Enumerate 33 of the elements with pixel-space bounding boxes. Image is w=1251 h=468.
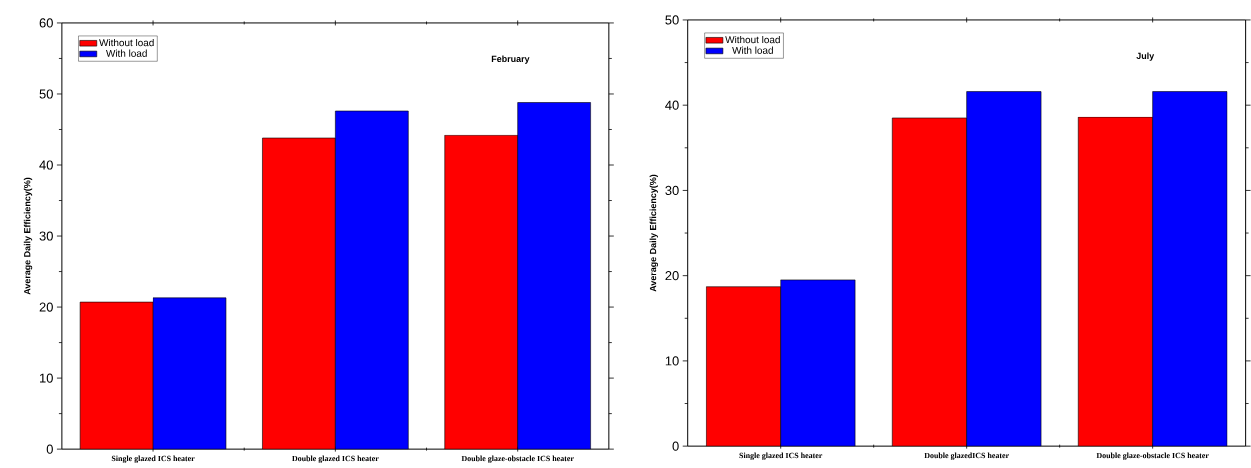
bar [1152,91,1228,447]
y-tick-label: 50 [39,89,53,99]
text: February [491,55,530,64]
bar [966,91,1042,447]
y-tick-label: 10 [665,356,679,366]
bar [444,134,518,450]
bar [80,302,154,450]
y-axis-title: Average Daily Efficiency(%) [23,177,33,295]
y-tick-label: 50 [665,15,679,25]
bar [335,110,409,450]
y-axis-title: Average Daily Efficiency(%) [649,174,659,292]
legend-label: Without load [725,35,780,44]
y-tick-label: 0 [672,441,679,451]
bar [517,102,591,450]
y-tick-label: 40 [665,100,679,110]
bar [262,137,336,450]
y-tick-label: 20 [665,271,679,281]
y-tick-label: 30 [665,185,679,195]
y-tick-label: 10 [40,373,53,383]
y-tick-label: 60 [39,18,53,28]
legend-label: With load [106,49,147,57]
text: July [1136,52,1155,61]
y-tick-label: 40 [39,160,53,170]
bar [706,286,781,447]
y-tick-label: 30 [39,231,53,241]
bar [153,297,226,450]
bar [1077,116,1153,447]
y-tick-label: 20 [39,302,53,312]
legend-label: With load [732,46,773,54]
bar [780,279,856,447]
bar [891,117,967,447]
legend-label: Without load [99,38,154,47]
y-tick-label: 0 [46,444,53,454]
